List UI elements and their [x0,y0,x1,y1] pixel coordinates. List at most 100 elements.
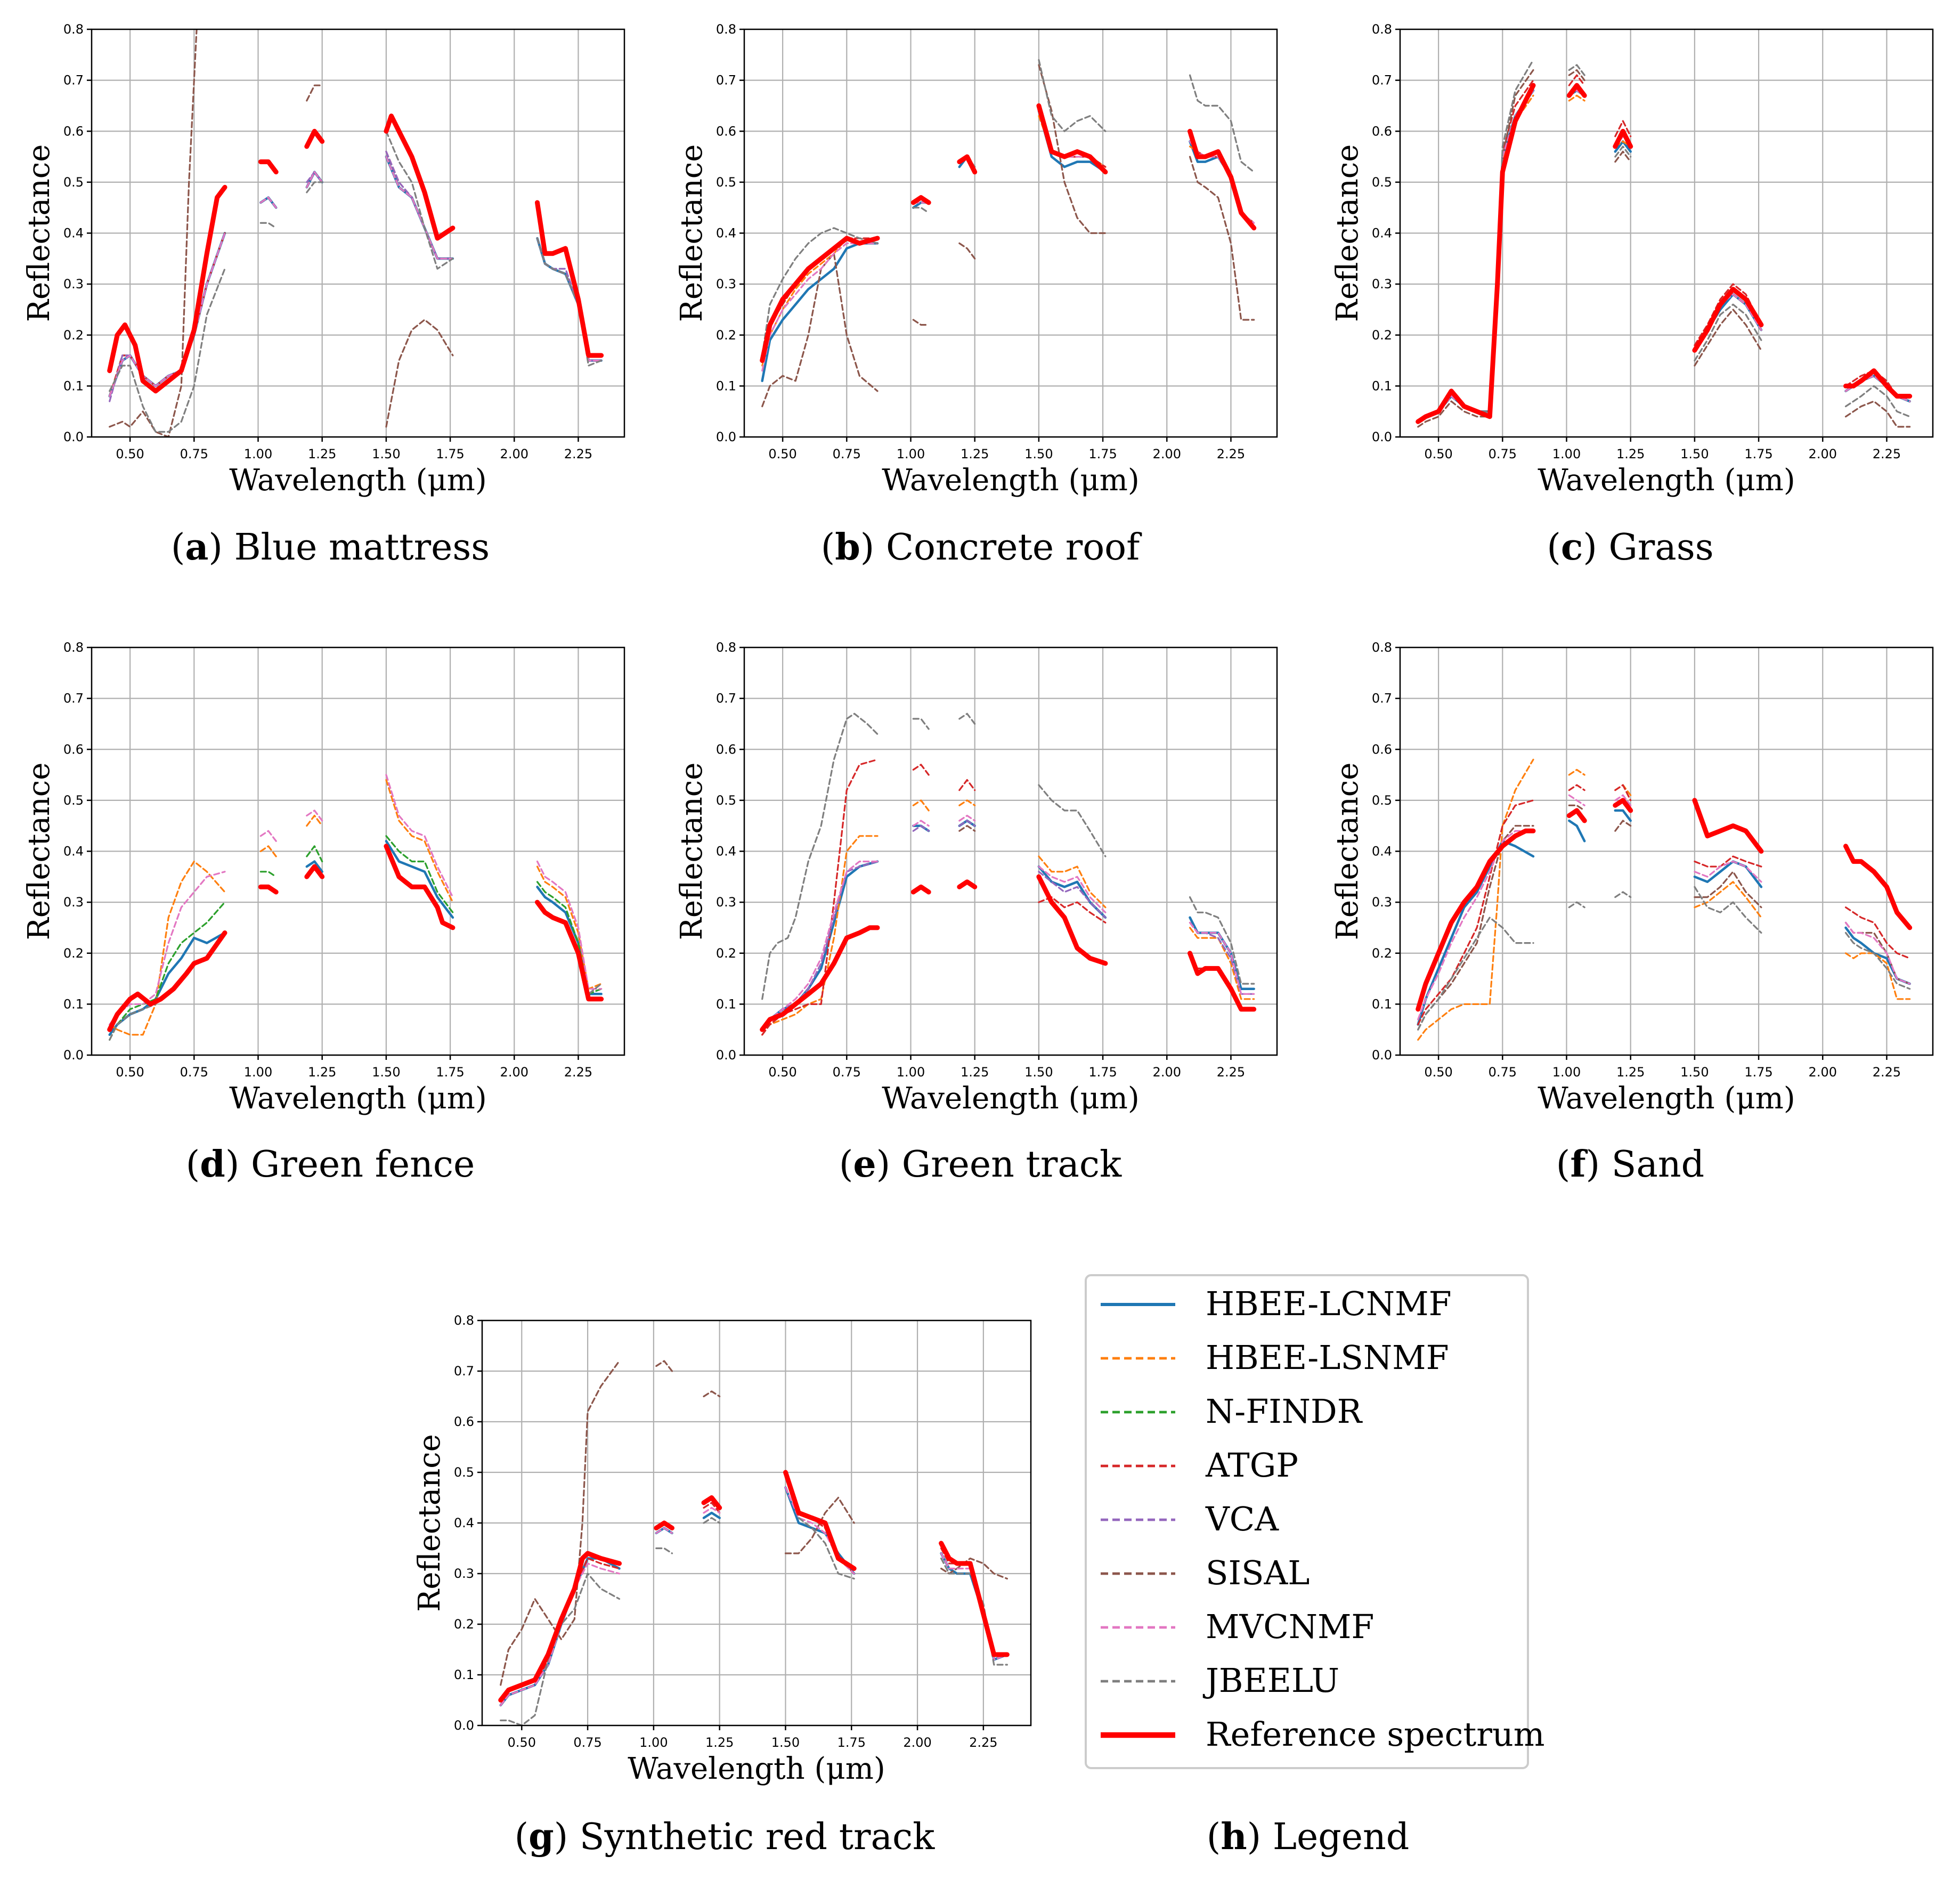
chart-panel-f: 0.50 0.75 1.00 1.25 1.50 1.75 2.00 2.25 0.0 0.1 0.… [1330,640,1934,1186]
caption-text: ) Synthetic red track [554,1816,935,1858]
chart-panel-c: 0.50 0.75 1.00 1.25 1.50 1.75 2.00 2.25 0.0 0.1 0.… [1330,22,1934,569]
series-line-mvcnmf [1694,860,1762,883]
y-tick-label: 0.3 [63,895,84,910]
series-line-jbeelu [500,1573,621,1725]
series-line-jbeelu [1694,886,1762,934]
y-tick-label: 0.3 [716,277,736,291]
series-line-atgp [940,1547,1009,1656]
series-group [760,59,1257,408]
y-tick-label: 0.0 [63,430,84,444]
panel-caption: (e) Green track [839,1143,1122,1186]
series-line-vca [1038,871,1107,919]
series-line-atgp [703,1502,721,1514]
series-line-sisal [1694,309,1762,367]
y-tick-label: 0.2 [716,946,736,961]
series-line-mvcnmf [385,156,454,260]
x-tick-label: 0.75 [833,1065,861,1080]
caption-text: ) Grass [1583,526,1713,569]
series-line-reference-spectrum [107,930,227,1032]
series-line-sisal [784,1496,855,1554]
series-line-hbee-lsnmf [259,845,277,857]
series-line-reference-spectrum [1843,844,1913,930]
series-line-atgp [1568,74,1585,86]
series-line-reference-spectrum [1416,828,1536,1012]
y-tick-label: 0.3 [716,895,736,910]
y-axis-label: Reflectance [1330,144,1365,322]
series-group [498,1360,1010,1725]
series-line-sisal [958,242,976,260]
series-line-n-findr [385,835,454,913]
series-line-sisal [958,825,976,832]
y-tick-label: 0.4 [63,226,84,241]
x-tick-label: 0.75 [833,447,861,461]
y-tick-label: 0.8 [454,1313,474,1328]
series-line-reference-spectrum [304,128,325,149]
x-tick-label: 1.50 [1024,1065,1053,1080]
series-line-reference-spectrum [1036,103,1108,175]
series-line-reference-spectrum [1566,83,1587,98]
caption-open-paren: ( [171,526,185,569]
series-line-reference-spectrum [304,864,325,879]
x-tick-label: 1.00 [1552,1065,1581,1080]
x-tick-label: 1.25 [961,447,989,461]
x-tick-label: 1.50 [771,1735,800,1750]
x-tick-label: 0.50 [116,447,144,461]
x-tick-label: 2.25 [1873,1065,1901,1080]
series-line-jbeelu [703,1517,721,1524]
y-tick-label: 0.5 [1372,793,1392,808]
x-tick-label: 1.75 [436,447,464,461]
series-line-hbee-lcnmf [305,860,323,873]
caption-letter: b [835,526,860,569]
y-tick-label: 0.3 [454,1566,474,1581]
x-tick-label: 1.75 [1744,447,1772,461]
y-tick-label: 0.0 [454,1718,474,1733]
series-line-jbeelu [912,718,930,730]
legend-box [1085,1274,1529,1769]
y-tick-label: 0.5 [1372,175,1392,190]
series-line-mvcnmf [259,830,277,842]
series-line-reference-spectrum [258,884,279,895]
x-axis-label: Wavelength (μm) [1538,463,1795,498]
series-line-hbee-lsnmf [1844,952,1911,1000]
caption-open-paren: ( [186,1144,200,1186]
y-tick-label: 0.3 [1372,895,1392,910]
caption-text: ) Sand [1586,1144,1705,1186]
series-line-atgp [1417,799,1534,1026]
series-line-jbeelu [912,207,930,214]
x-tick-label: 1.25 [1616,447,1645,461]
caption-letter: c [1561,526,1583,569]
series-line-hbee-lsnmf [385,779,454,903]
series-line-sisal [109,29,198,437]
series-line-mvcnmf [1614,794,1632,807]
series-line-jbeelu [761,227,879,356]
series-line-jbeelu [306,181,323,193]
series-line-sisal [1844,400,1911,428]
x-tick-label: 1.50 [1024,447,1053,461]
caption-open-paren: ( [515,1816,529,1858]
panel-caption: (f) Sand [1556,1143,1704,1186]
series-line-hbee-lsnmf [1038,855,1107,909]
x-tick-label: 2.25 [564,447,592,461]
series-line-mvcnmf [1417,90,1534,423]
series-line-mvcnmf [655,1527,673,1534]
series-line-vca [385,150,454,260]
series-line-mvcnmf [1844,921,1911,985]
legend-label: VCA [1205,1500,1279,1538]
x-tick-label: 2.25 [1217,1065,1245,1080]
series-line-sisal [1568,69,1585,82]
series-group [107,774,604,1041]
y-tick-label: 0.4 [716,226,736,241]
series-line-jbeelu [385,130,454,270]
legend-label: HBEE-LCNMF [1206,1284,1452,1323]
y-tick-label: 0.1 [716,378,736,393]
series-line-jbeelu [958,712,976,725]
series-line-vca [912,825,930,832]
x-axis-label: Wavelength (μm) [628,1752,885,1786]
caption-letter: g [528,1816,554,1858]
series-line-reference-spectrum [384,114,456,241]
series-line-sisal [703,1390,721,1398]
series-line-atgp [912,764,930,776]
x-tick-label: 0.50 [1424,1065,1452,1080]
y-tick-label: 0.6 [716,742,736,757]
series-line-mvcnmf [1568,794,1585,807]
